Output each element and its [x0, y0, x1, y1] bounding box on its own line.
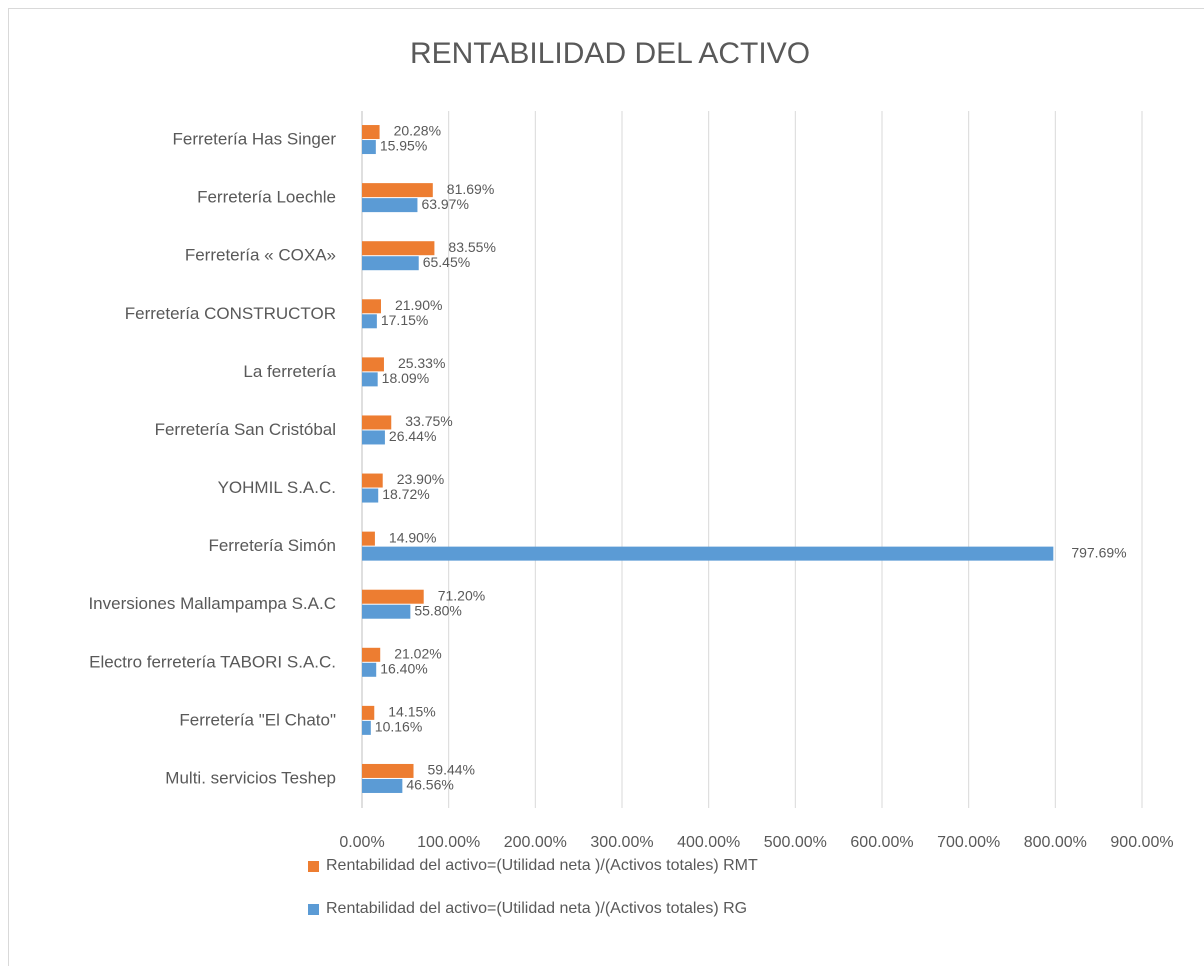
x-tick-label: 300.00%	[590, 834, 653, 851]
x-tick-label: 500.00%	[764, 834, 827, 851]
x-tick-label: 800.00%	[1024, 834, 1087, 851]
bar	[362, 662, 377, 677]
data-label: 23.90%	[397, 471, 444, 487]
bar	[362, 763, 414, 778]
bar	[362, 357, 384, 372]
data-label: 63.97%	[421, 196, 468, 212]
bar	[362, 778, 403, 793]
x-tick-label: 100.00%	[417, 834, 480, 851]
bar	[362, 140, 376, 155]
y-tick-label: Ferretería Has Singer	[173, 130, 337, 149]
y-tick-label: Ferretería « COXA»	[185, 246, 336, 265]
data-label: 46.56%	[406, 777, 453, 793]
data-label: 26.44%	[389, 428, 436, 444]
data-label: 21.90%	[395, 297, 442, 313]
bar	[362, 299, 381, 314]
bar	[362, 430, 385, 445]
x-tick-label: 0.00%	[339, 834, 384, 851]
bar	[362, 604, 411, 619]
x-tick-label: 700.00%	[937, 834, 1000, 851]
data-label: 18.09%	[382, 370, 429, 386]
data-label: 33.75%	[405, 413, 452, 429]
y-tick-label: Electro ferretería TABORI S.A.C.	[89, 652, 336, 671]
y-tick-label: Multi. servicios Teshep	[165, 768, 336, 787]
y-tick-label: Inversiones Mallampampa S.A.C	[88, 594, 336, 613]
bar	[362, 198, 418, 213]
y-tick-label: Ferretería "El Chato"	[179, 710, 336, 729]
chart-title: RENTABILIDAD DEL ACTIVO	[410, 37, 810, 70]
data-label: 71.20%	[438, 587, 485, 603]
bar	[362, 531, 375, 546]
bar	[362, 546, 1054, 561]
bar	[362, 183, 433, 198]
data-label: 25.33%	[398, 355, 445, 371]
chart-frame	[8, 8, 1204, 966]
y-tick-label: Ferretería CONSTRUCTOR	[125, 304, 336, 323]
data-label: 81.69%	[447, 181, 494, 197]
bar	[362, 314, 377, 329]
data-label: 15.95%	[380, 138, 427, 154]
bar	[362, 589, 424, 604]
y-tick-label: La ferretería	[243, 362, 336, 381]
x-tick-label: 200.00%	[504, 834, 567, 851]
data-label: 797.69%	[1071, 544, 1126, 560]
y-tick-label: YOHMIL S.A.C.	[218, 478, 336, 497]
bar	[362, 372, 378, 387]
legend-swatch	[308, 861, 319, 872]
legend-label: Rentabilidad del activo=(Utilidad neta )…	[326, 900, 747, 917]
data-label: 65.45%	[423, 254, 470, 270]
data-label: 14.90%	[389, 529, 436, 545]
legend-swatch	[308, 904, 319, 915]
y-tick-label: Ferretería Loechle	[197, 188, 336, 207]
bar	[362, 241, 435, 256]
bar	[362, 488, 379, 503]
data-label: 18.72%	[382, 486, 429, 502]
x-tick-label: 900.00%	[1110, 834, 1173, 851]
data-label: 16.40%	[380, 660, 427, 676]
x-tick-label: 400.00%	[677, 834, 740, 851]
bar	[362, 720, 371, 735]
bar	[362, 705, 375, 720]
bar	[362, 256, 419, 271]
x-tick-label: 600.00%	[850, 834, 913, 851]
data-label: 17.15%	[381, 312, 428, 328]
data-label: 10.16%	[375, 719, 422, 735]
data-label: 21.02%	[394, 645, 441, 661]
data-label: 20.28%	[394, 123, 441, 139]
data-label: 14.15%	[388, 704, 435, 720]
bar	[362, 415, 392, 430]
bar	[362, 647, 381, 662]
legend-label: Rentabilidad del activo=(Utilidad neta )…	[326, 857, 758, 874]
y-tick-label: Ferretería Simón	[208, 536, 336, 555]
bar	[362, 125, 380, 140]
data-label: 83.55%	[448, 239, 495, 255]
y-tick-label: Ferretería San Cristóbal	[155, 420, 336, 439]
data-label: 59.44%	[428, 762, 475, 778]
bar	[362, 473, 383, 488]
data-label: 55.80%	[414, 602, 461, 618]
